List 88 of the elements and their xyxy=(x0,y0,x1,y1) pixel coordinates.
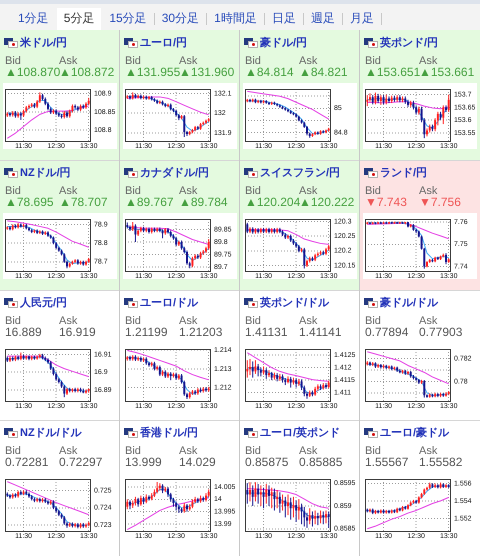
text: 0.77903 xyxy=(419,325,462,339)
text: ▲108.872 xyxy=(59,65,114,79)
text: 1.55567 xyxy=(365,455,408,469)
text: Bid xyxy=(245,55,261,68)
chart-title: ユーロ/豪ドル xyxy=(380,427,450,440)
chart-title: NZドル/ドル xyxy=(20,427,82,440)
text: Bid xyxy=(365,185,381,198)
text: 16.919 xyxy=(59,325,96,339)
text: Ask xyxy=(299,55,318,68)
chart-title: 米ドル/円 xyxy=(20,37,68,50)
text: ▲120.204 xyxy=(245,195,300,209)
text: Bid xyxy=(245,445,261,458)
text: Ask xyxy=(179,445,198,458)
text: Ask xyxy=(179,185,198,198)
chart-title: カナダドル/円 xyxy=(140,167,210,180)
chart-title: 香港ドル/円 xyxy=(140,427,198,440)
chart-title: ユーロ/英ポンド xyxy=(260,427,340,440)
text: Bid xyxy=(125,55,141,68)
chart-title: 豪ドル/ドル xyxy=(380,297,438,310)
text: Bid xyxy=(5,445,21,458)
text: ▼7.743 xyxy=(365,195,407,209)
text: ▲84.821 xyxy=(299,65,348,79)
text: ▲108.870 xyxy=(5,65,60,79)
text: Ask xyxy=(419,315,438,328)
text: 0.85875 xyxy=(245,455,288,469)
text: ▲131.955 xyxy=(125,65,180,79)
text: ▲84.814 xyxy=(245,65,294,79)
text: Ask xyxy=(179,315,198,328)
chart-title: 英ポンド/ドル xyxy=(260,297,330,310)
text: ▲78.695 xyxy=(5,195,54,209)
chart-title: 英ポンド/円 xyxy=(380,37,438,50)
text: 0.72297 xyxy=(59,455,102,469)
text: Bid xyxy=(5,185,21,198)
text: 15分足 xyxy=(108,10,148,27)
text: Bid xyxy=(365,315,381,328)
text: Bid xyxy=(245,315,261,328)
text: 14.029 xyxy=(179,455,216,469)
text: 1.41131 xyxy=(245,325,288,339)
text: Bid xyxy=(245,185,261,198)
text: Ask xyxy=(419,185,438,198)
text: 30分足 xyxy=(160,10,200,27)
text: 0.72281 xyxy=(5,455,48,469)
text: 1分足 xyxy=(17,10,50,27)
text: Bid xyxy=(365,445,381,458)
text: ▲89.784 xyxy=(179,195,228,209)
text: Bid xyxy=(125,315,141,328)
text: Ask xyxy=(59,315,78,328)
text: 13.999 xyxy=(125,455,162,469)
chart-title: ユーロ/円 xyxy=(140,37,188,50)
text: Ask xyxy=(419,55,438,68)
text: Bid xyxy=(5,315,21,328)
chart-title: NZドル/円 xyxy=(20,167,71,180)
text: Bid xyxy=(365,55,381,68)
text: Ask xyxy=(419,445,438,458)
text: 1.21199 xyxy=(125,325,168,339)
text: Ask xyxy=(59,445,78,458)
chart-title: 人民元/円 xyxy=(20,297,68,310)
text: 1.21203 xyxy=(179,325,222,339)
text: ▲153.651 xyxy=(365,65,420,79)
text: Bid xyxy=(125,185,141,198)
text: 1時間足 xyxy=(213,10,258,27)
text: Ask xyxy=(299,315,318,328)
text: ▲78.707 xyxy=(59,195,108,209)
text: ▲131.960 xyxy=(179,65,234,79)
chart-title: 豪ドル/円 xyxy=(260,37,308,50)
text: 0.85885 xyxy=(299,455,342,469)
text: 月足 xyxy=(348,10,375,27)
chart-title: ランド/円 xyxy=(380,167,428,180)
text: Ask xyxy=(179,55,198,68)
text: ▲120.222 xyxy=(299,195,354,209)
text: 1.55582 xyxy=(419,455,462,469)
text: Ask xyxy=(59,185,78,198)
text: 日足 xyxy=(270,10,297,27)
text: ▲153.661 xyxy=(419,65,474,79)
chart-title: スイスフラン/円 xyxy=(260,167,340,180)
text: 16.889 xyxy=(5,325,42,339)
text: 週足 xyxy=(310,10,336,27)
chart-title: ユーロ/ドル xyxy=(140,297,198,310)
tab[interactable]: 5分足 xyxy=(56,8,102,30)
text: Ask xyxy=(299,445,318,458)
text: Ask xyxy=(59,55,78,68)
text: Ask xyxy=(299,185,318,198)
text: ▼7.756 xyxy=(419,195,461,209)
text: 0.77894 xyxy=(365,325,408,339)
text: ▲89.767 xyxy=(125,195,174,209)
text: Bid xyxy=(125,445,141,458)
text: 1.41141 xyxy=(299,325,342,339)
text: Bid xyxy=(5,55,21,68)
